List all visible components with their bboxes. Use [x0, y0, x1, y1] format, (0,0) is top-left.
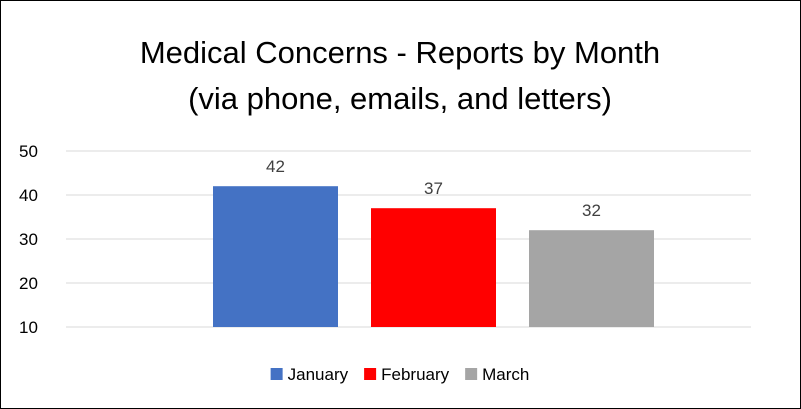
legend-swatch — [270, 368, 283, 380]
legend: January February March — [270, 365, 529, 384]
legend-item-january: January — [270, 365, 349, 384]
data-label-february: 37 — [424, 179, 443, 198]
y-tick-label: 50 — [19, 142, 38, 161]
bars — [213, 186, 654, 327]
legend-item-march: March — [465, 365, 529, 384]
chart-title: Medical Concerns - Reports by Month (via … — [140, 35, 660, 116]
y-tick-label: 40 — [19, 186, 38, 205]
y-axis-ticks: 10 20 30 40 50 — [19, 142, 38, 337]
legend-label: March — [482, 365, 529, 384]
data-labels: 42 37 32 — [266, 157, 601, 220]
chart-title-line-1: Medical Concerns - Reports by Month — [140, 35, 660, 70]
bar-january — [213, 186, 338, 327]
y-tick-label: 30 — [19, 230, 38, 249]
y-tick-label: 20 — [19, 274, 38, 293]
legend-swatch — [465, 368, 478, 380]
chart-title-line-2: (via phone, emails, and letters) — [188, 81, 612, 116]
y-tick-label: 10 — [19, 318, 38, 337]
legend-item-february: February — [364, 365, 450, 384]
legend-label: January — [288, 365, 349, 384]
legend-label: February — [381, 365, 450, 384]
bar-march — [529, 230, 654, 327]
data-label-march: 32 — [582, 201, 601, 220]
bar-february — [371, 208, 496, 327]
legend-swatch — [364, 368, 377, 380]
data-label-january: 42 — [266, 157, 285, 176]
